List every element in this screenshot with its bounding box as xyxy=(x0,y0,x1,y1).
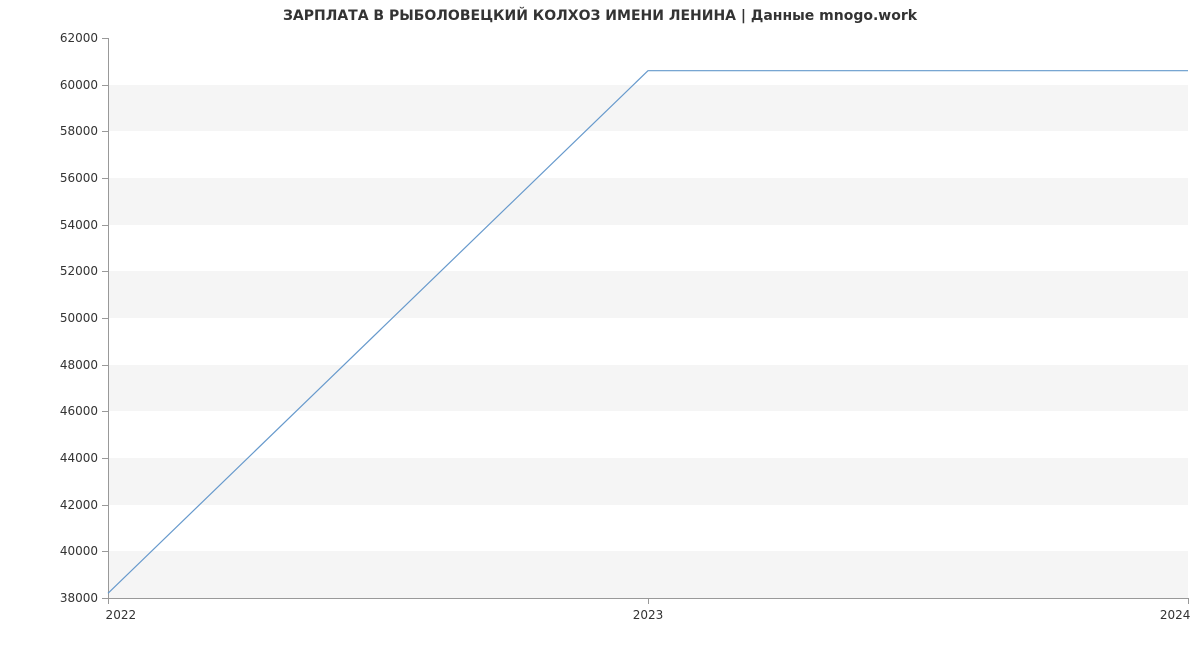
y-tick-label: 42000 xyxy=(60,498,98,512)
y-tick-label: 52000 xyxy=(60,264,98,278)
x-tick xyxy=(1188,598,1189,604)
y-tick-label: 56000 xyxy=(60,171,98,185)
y-tick-label: 40000 xyxy=(60,544,98,558)
y-tick-label: 44000 xyxy=(60,451,98,465)
y-tick-label: 50000 xyxy=(60,311,98,325)
y-tick-label: 60000 xyxy=(60,78,98,92)
y-tick-label: 48000 xyxy=(60,358,98,372)
x-tick-label: 2024 xyxy=(1160,608,1191,622)
y-tick-label: 62000 xyxy=(60,31,98,45)
y-tick-label: 46000 xyxy=(60,404,98,418)
y-tick-label: 58000 xyxy=(60,124,98,138)
salary-line-chart: ЗАРПЛАТА В РЫБОЛОВЕЦКИЙ КОЛХОЗ ИМЕНИ ЛЕН… xyxy=(0,0,1200,650)
series-salary-line xyxy=(108,71,1188,594)
x-tick xyxy=(108,598,109,604)
plot-area xyxy=(108,38,1188,598)
y-tick-label: 54000 xyxy=(60,218,98,232)
x-tick-label: 2023 xyxy=(633,608,664,622)
chart-title: ЗАРПЛАТА В РЫБОЛОВЕЦКИЙ КОЛХОЗ ИМЕНИ ЛЕН… xyxy=(0,8,1200,24)
x-tick xyxy=(648,598,649,604)
x-tick-label: 2022 xyxy=(106,608,137,622)
line-series-layer xyxy=(108,38,1188,598)
y-tick-label: 38000 xyxy=(60,591,98,605)
